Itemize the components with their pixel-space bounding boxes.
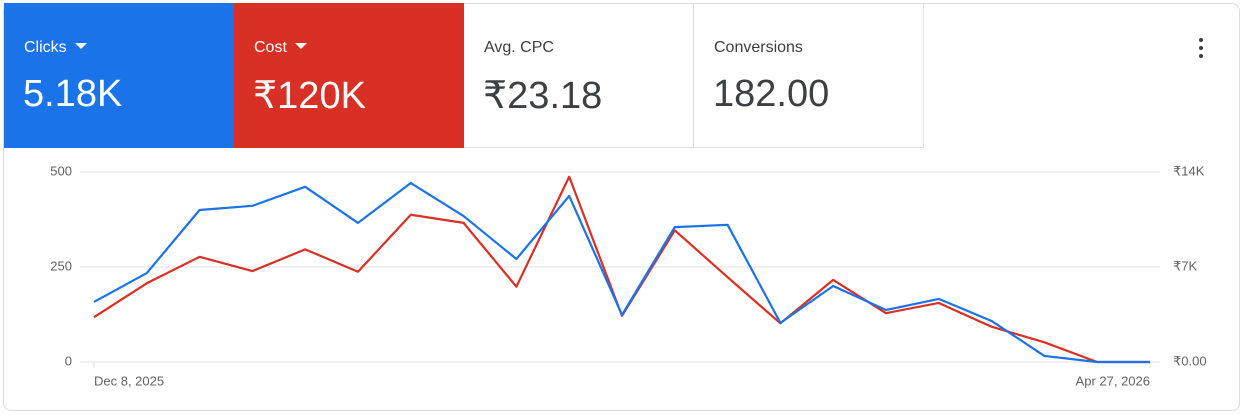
scorecard-value: 5.18K bbox=[23, 73, 123, 115]
scorecard-avg-cpc[interactable]: Avg. CPC ₹23.18 bbox=[464, 3, 694, 148]
more-menu[interactable] bbox=[1192, 34, 1210, 62]
series-line bbox=[93, 175, 1150, 364]
scorecard-cost[interactable]: Cost ₹120K bbox=[234, 3, 464, 148]
y2-tick-label: ₹7K bbox=[1173, 258, 1198, 273]
scorecard-label: Conversions bbox=[714, 39, 803, 56]
scorecard-value: 182.00 bbox=[713, 73, 830, 115]
y-tick-label: 250 bbox=[50, 258, 72, 273]
scorecard-label: Cost bbox=[254, 39, 307, 57]
scorecard-value: ₹23.18 bbox=[483, 75, 603, 117]
card bbox=[3, 3, 1240, 411]
dropdown-arrow[interactable] bbox=[294, 43, 307, 49]
dropdown-arrow[interactable] bbox=[74, 43, 87, 49]
y2-tick-label: ₹0.00 bbox=[1173, 353, 1207, 368]
scorecard-value: ₹120K bbox=[253, 75, 366, 117]
x-tick-label: Dec 8, 2025 bbox=[94, 373, 164, 388]
label-text: Cost bbox=[254, 39, 287, 56]
x-tick-label: Apr 27, 2026 bbox=[1076, 373, 1150, 388]
y2-tick-label: ₹14K bbox=[1173, 163, 1205, 178]
y-tick-label: 0 bbox=[65, 353, 72, 368]
scorecard-label: Avg. CPC bbox=[484, 39, 554, 56]
scorecard-label: Clicks bbox=[24, 39, 87, 57]
scorecard-clicks[interactable]: Clicks 5.18K bbox=[4, 3, 234, 148]
series-line bbox=[93, 181, 1150, 364]
y-tick-label: 500 bbox=[50, 163, 72, 178]
label-text: Clicks bbox=[24, 39, 67, 56]
scorecard-conversions[interactable]: Conversions 182.00 bbox=[694, 3, 924, 148]
